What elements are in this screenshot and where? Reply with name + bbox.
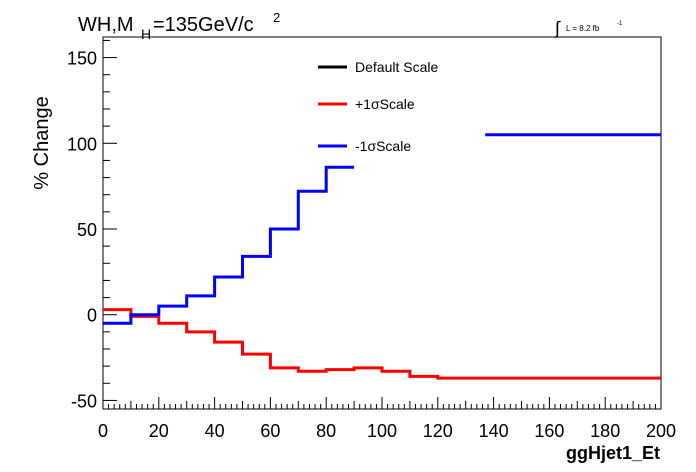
y-tick-label: 100 <box>67 134 97 154</box>
title-main: WH,M <box>78 14 134 36</box>
y-tick-label: -50 <box>71 391 97 411</box>
y-tick-label: 50 <box>77 220 97 240</box>
x-tick-label: 200 <box>646 421 676 441</box>
series-layer <box>103 133 661 380</box>
x-tick-label: 80 <box>316 421 336 441</box>
luminosity-label: ∫ L = 8.2 fb -1 <box>553 18 623 38</box>
lumi-integral: ∫ <box>553 18 561 38</box>
title-subscript: H <box>141 26 151 42</box>
lumi-text: L = 8.2 fb <box>566 24 600 33</box>
plot-frame <box>102 36 662 410</box>
series-line-2--1-scale <box>103 133 661 325</box>
x-tick-label: 120 <box>423 421 453 441</box>
lumi-superscript: -1 <box>617 21 623 27</box>
x-tick-label: 40 <box>205 421 225 441</box>
x-axis-title: ggHjet1_Et <box>566 443 660 463</box>
x-tick-label: 60 <box>260 421 280 441</box>
x-axis: 0 20 40 60 80 100 120 140 160 180 200 <box>98 397 676 441</box>
x-tick-label: 20 <box>149 421 169 441</box>
title-rest: =135GeV/c <box>153 14 254 36</box>
legend-label-default-scale: Default Scale <box>355 59 438 75</box>
legend-label-minus-1-sigma: -1σScale <box>355 138 411 154</box>
y-axis-title: % Change <box>31 96 53 189</box>
legend-label-plus-1-sigma: +1σScale <box>355 96 415 112</box>
x-tick-label: 0 <box>98 421 108 441</box>
chart-title: WH,M H =135GeV/c 2 <box>78 10 280 42</box>
legend: Default Scale +1σScale -1σScale <box>318 59 438 154</box>
series-line-1--1-scale <box>103 308 661 380</box>
x-tick-label: 160 <box>534 421 564 441</box>
x-tick-label: 100 <box>367 421 397 441</box>
x-tick-label: 180 <box>590 421 620 441</box>
y-axis: -50 0 50 100 150 <box>67 39 117 411</box>
y-tick-label: 150 <box>67 49 97 69</box>
title-superscript: 2 <box>273 10 280 25</box>
y-tick-label: 0 <box>87 306 97 326</box>
x-tick-label: 140 <box>479 421 509 441</box>
